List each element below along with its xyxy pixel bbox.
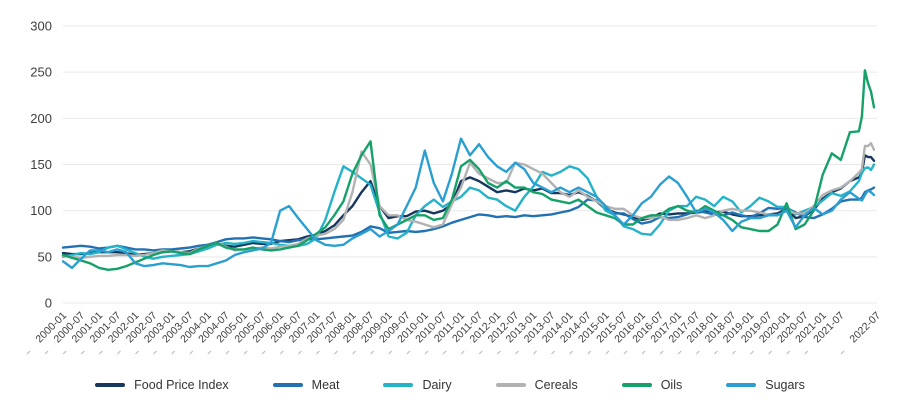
chart-legend: Food Price Index Meat Dairy Cereals Oils Suga… <box>0 378 900 392</box>
x-axis-tick-mark <box>243 350 248 355</box>
x-axis-tick-label: 2022-07 <box>847 310 883 346</box>
x-axis-tick-mark <box>406 350 411 355</box>
legend-item-meat[interactable]: Meat <box>272 378 340 392</box>
legend-item-dairy[interactable]: Dairy <box>383 378 452 392</box>
x-axis-labels: 2000-012000-072001-012001-072002-012002-… <box>26 310 883 355</box>
x-axis-tick-mark <box>478 350 483 355</box>
x-axis-tick-mark <box>98 350 103 355</box>
x-axis-tick-mark <box>623 350 628 355</box>
x-axis-tick-mark <box>713 350 718 355</box>
x-axis-tick-mark <box>279 350 284 355</box>
x-axis-tick-mark <box>442 350 447 355</box>
legend-swatch-food-price-index <box>95 383 126 387</box>
x-axis-tick-mark <box>514 350 519 355</box>
legend-label-oils: Oils <box>660 378 683 392</box>
x-axis-tick-mark <box>460 350 465 355</box>
x-axis-tick-mark <box>732 350 736 355</box>
y-axis-tick-label: 50 <box>38 249 52 264</box>
x-axis-tick-mark <box>695 350 700 355</box>
x-axis-tick-mark <box>677 350 682 355</box>
legend-item-cereals[interactable]: Cereals <box>495 378 578 392</box>
y-axis-tick-label: 150 <box>30 157 52 172</box>
x-axis-tick-mark <box>768 350 773 355</box>
legend-item-food-price-index[interactable]: Food Price Index <box>95 378 229 392</box>
x-axis-tick-mark <box>26 350 31 355</box>
x-axis-tick-mark <box>804 350 809 355</box>
x-axis-tick-mark <box>786 350 791 355</box>
legend-label-meat: Meat <box>311 378 340 392</box>
x-axis-tick-mark <box>334 350 338 355</box>
x-axis-tick-mark <box>80 350 85 355</box>
x-axis-tick-mark <box>370 350 375 355</box>
series-line-oils <box>61 69 876 271</box>
series-line-dairy <box>61 163 876 260</box>
x-axis-tick-mark <box>117 350 121 355</box>
x-axis-tick-mark <box>207 350 212 355</box>
x-axis-tick-mark <box>261 350 266 355</box>
legend-swatch-cereals <box>495 383 526 387</box>
x-axis-tick-mark <box>225 350 230 355</box>
series-line-sugars <box>61 137 876 270</box>
x-axis-tick-mark <box>840 350 845 355</box>
y-axis-tick-label: 300 <box>30 19 52 34</box>
legend-swatch-meat <box>272 383 303 387</box>
legend-swatch-sugars <box>726 383 757 387</box>
x-axis-tick-mark <box>315 350 320 355</box>
x-axis-tick-mark <box>496 350 501 355</box>
x-axis-tick-mark <box>569 350 574 355</box>
series-line-meat <box>61 186 876 252</box>
x-axis-tick-mark <box>135 350 139 355</box>
legend-item-oils[interactable]: Oils <box>621 378 683 392</box>
y-axis-tick-label: 250 <box>30 65 52 80</box>
y-axis-tick-label: 0 <box>45 296 52 311</box>
legend-label-cereals: Cereals <box>534 378 578 392</box>
x-axis-tick-mark <box>587 350 592 355</box>
gridlines <box>63 25 877 304</box>
legend-swatch-dairy <box>383 383 414 387</box>
x-axis-tick-mark <box>750 350 754 355</box>
legend-label-sugars: Sugars <box>765 378 805 392</box>
x-axis-tick-mark <box>189 350 194 355</box>
x-axis-tick-mark <box>641 350 646 355</box>
x-axis-tick-mark <box>424 350 429 355</box>
x-axis-tick-mark <box>171 350 176 355</box>
x-axis-tick-mark <box>153 350 158 355</box>
x-axis-tick-mark <box>551 350 556 355</box>
x-axis-tick-mark <box>44 350 49 355</box>
y-axis-labels: 0 50 100 150 200 250 300 <box>30 19 52 311</box>
legend-label-food-price-index: Food Price Index <box>134 378 229 392</box>
x-axis-tick-mark <box>533 350 537 355</box>
x-axis-tick-mark <box>659 350 664 355</box>
y-axis-tick-label: 100 <box>30 203 52 218</box>
legend-item-sugars[interactable]: Sugars <box>726 378 805 392</box>
series-lines <box>61 69 876 271</box>
x-axis-tick-mark <box>352 350 357 355</box>
x-axis-tick-mark <box>62 350 67 355</box>
legend-label-dairy: Dairy <box>422 378 452 392</box>
legend-swatch-oils <box>621 383 652 387</box>
x-axis-tick-mark <box>297 350 302 355</box>
y-axis-tick-label: 200 <box>30 111 52 126</box>
x-axis-tick-mark <box>388 350 393 355</box>
x-axis-tick-mark <box>605 350 610 355</box>
